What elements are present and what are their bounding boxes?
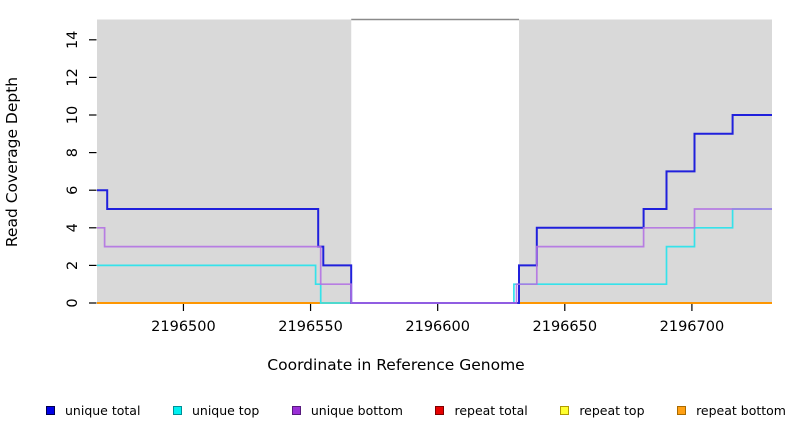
series-unique-bottom (97, 208, 772, 304)
legend-item-unique-total: unique total (46, 403, 140, 418)
legend-label: repeat total (454, 402, 528, 418)
series-unique-total (97, 114, 772, 304)
legend-label: repeat top (579, 402, 645, 418)
x-axis-label: Coordinate in Reference Genome (267, 356, 525, 374)
legend-swatch-icon (46, 405, 55, 415)
legend-item-unique-top: unique top (172, 402, 260, 418)
series-path (97, 114, 772, 304)
y-tick-label: 6 (65, 186, 81, 195)
x-tick-label: 2196550 (278, 319, 343, 335)
legend-swatch-icon (435, 405, 445, 415)
left-shaded-region (97, 19, 352, 303)
legend-swatch-icon (172, 405, 182, 415)
coverage-plot: 2196500 2196550 2196600 2196650 2196700 0 2 4 6 8… (65, 18, 772, 335)
legend-item-repeat-total: repeat total (435, 402, 528, 418)
legend-swatch-icon (560, 405, 570, 415)
y-tick-label: 0 (65, 298, 81, 307)
series-path (97, 208, 772, 304)
y-tick-label: 2 (65, 261, 81, 270)
legend-swatch-icon (677, 405, 687, 415)
y-tick-label: 4 (65, 223, 81, 232)
y-tick-label: 12 (65, 68, 81, 86)
y-tick-label: 8 (65, 148, 81, 157)
legend-label: unique total (65, 402, 141, 418)
legend-swatch-icon (291, 405, 301, 415)
x-tick-label: 2196600 (405, 319, 470, 335)
series-path (97, 208, 772, 304)
legend-label: repeat bottom (696, 402, 786, 418)
series-unique-top (97, 208, 772, 304)
legend-label: unique bottom (310, 402, 403, 418)
x-tick-label: 2196700 (660, 319, 725, 335)
chart-legend: unique total unique top unique bottom repea… (46, 398, 786, 422)
right-shaded-region (519, 19, 772, 303)
x-axis: 2196500 2196550 2196600 2196650 2196700 (151, 303, 725, 335)
y-tick-label: 10 (65, 106, 81, 124)
x-tick-label: 2196650 (533, 319, 598, 335)
legend-item-repeat-top: repeat top (560, 402, 645, 418)
legend-item-repeat-bottom: repeat bottom (677, 403, 786, 418)
legend-item-unique-bottom: unique bottom (291, 402, 403, 418)
legend-label: unique top (191, 402, 260, 418)
y-axis-label: Read Coverage Depth (3, 76, 21, 248)
x-tick-label: 2196500 (151, 319, 216, 335)
y-tick-label: 14 (65, 31, 81, 49)
y-axis: 0 2 4 6 8 10 12 14 (65, 31, 97, 308)
